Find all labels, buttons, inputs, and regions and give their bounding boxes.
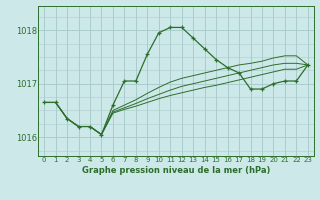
X-axis label: Graphe pression niveau de la mer (hPa): Graphe pression niveau de la mer (hPa) bbox=[82, 166, 270, 175]
